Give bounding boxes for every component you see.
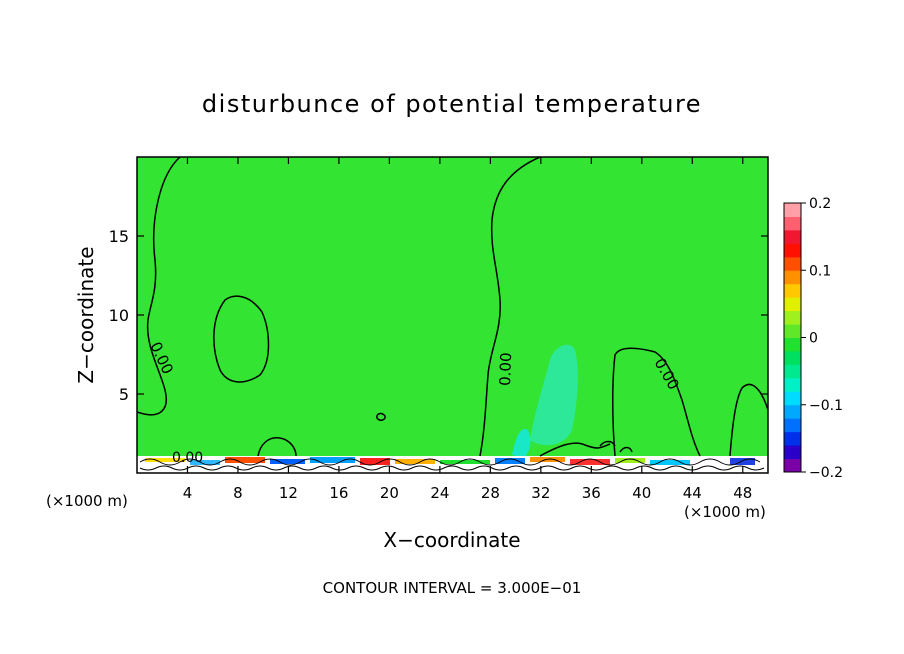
x-tick-label: 40 <box>632 484 651 502</box>
colorbar-swatch <box>784 445 801 460</box>
y-axis-ticks: 5 10 15 <box>109 227 768 404</box>
negative-anomaly-core <box>512 429 531 458</box>
x-tick-label: 20 <box>380 484 399 502</box>
colorbar-swatch <box>784 404 801 419</box>
colorbar-swatch <box>784 283 801 298</box>
negative-anomaly-region <box>530 344 578 446</box>
colorbar: 0.2 0.1 0 −0.1 −0.2 <box>783 196 843 481</box>
contour-label-bottom-left: 0.00 <box>172 450 203 466</box>
colorbar-tick-label: 0.2 <box>809 196 831 212</box>
x-unit-left: (×1000 m) <box>46 492 128 510</box>
colorbar-swatch <box>784 337 801 352</box>
x-tick-label: 44 <box>683 484 702 502</box>
colorbar-swatch <box>784 203 801 217</box>
field-background <box>137 157 768 473</box>
x-tick-label: 16 <box>329 484 348 502</box>
plot-area: 0.00 0.00 0.00 0.00 <box>137 157 768 473</box>
y-tick-label: 5 <box>119 385 129 404</box>
colorbar-swatch <box>784 431 801 446</box>
colorbar-tick-label: 0 <box>809 331 818 347</box>
x-tick-label: 4 <box>183 484 193 502</box>
x-tick-label: 36 <box>582 484 601 502</box>
x-axis-label: X−coordinate <box>383 528 520 552</box>
colorbar-swatch <box>784 297 801 312</box>
x-tick-label: 24 <box>430 484 449 502</box>
x-tick-label: 32 <box>531 484 550 502</box>
colorbar-swatch <box>784 216 801 231</box>
x-tick-label: 28 <box>481 484 500 502</box>
boundary-layer-contours <box>139 458 765 471</box>
colorbar-swatch <box>784 350 801 365</box>
boundary-layer-anomalies <box>145 457 755 465</box>
colorbar-swatch <box>784 243 801 258</box>
colorbar-swatch <box>784 418 801 433</box>
zero-contours <box>137 157 768 457</box>
x-tick-label: 8 <box>233 484 243 502</box>
y-axis-label: Z−coordinate <box>74 246 98 383</box>
x-tick-label: 48 <box>733 484 752 502</box>
colorbar-tick-label: −0.1 <box>809 398 843 414</box>
y-tick-label: 10 <box>109 306 129 325</box>
colorbar-swatch <box>784 324 801 338</box>
y-tick-label: 15 <box>109 227 129 246</box>
contour-label-center: 0.00 <box>496 352 515 386</box>
colorbar-swatch <box>784 229 801 244</box>
chart-title: disturbunce of potential temperature <box>202 90 702 118</box>
colorbar-swatch <box>784 270 801 285</box>
x-tick-label: 12 <box>279 484 298 502</box>
colorbar-swatch <box>784 256 801 271</box>
colorbar-swatch <box>784 377 801 392</box>
contour-interval: CONTOUR INTERVAL = 3.000E−01 <box>323 579 582 597</box>
x-axis-ticks: 4 8 12 16 20 24 28 32 36 40 44 48 <box>183 157 752 502</box>
x-unit-right: (×1000 m) <box>684 503 766 521</box>
colorbar-swatch <box>784 458 801 473</box>
colorbar-swatch <box>784 310 801 325</box>
colorbar-swatch <box>784 391 801 406</box>
colorbar-tick-label: −0.2 <box>809 465 843 481</box>
colorbar-tick-label: 0.1 <box>809 263 831 279</box>
colorbar-swatch <box>784 364 801 379</box>
